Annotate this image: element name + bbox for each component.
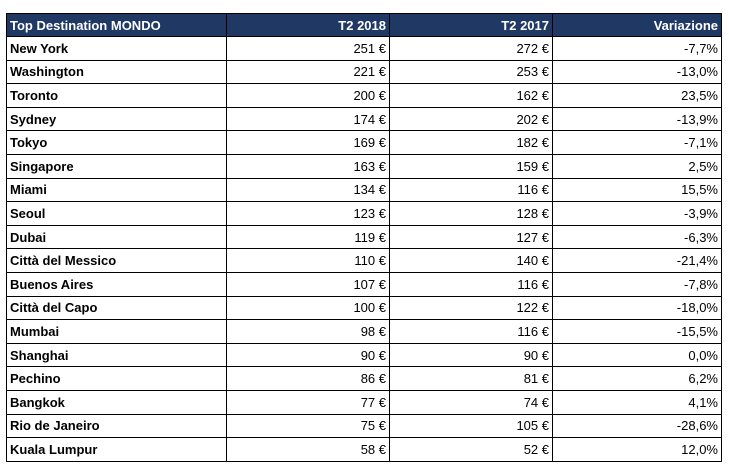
cell-q2-2018: 86 € — [226, 366, 390, 391]
cell-variation: 15,5% — [552, 177, 722, 203]
cell-variation: 23,5% — [552, 83, 722, 108]
table-row: Singapore 163 €159 €2,5% — [6, 153, 722, 179]
cell-q2-2017: 253 € — [389, 59, 553, 85]
cell-variation: -3,9% — [552, 201, 722, 226]
cell-q2-2017: 202 € — [389, 106, 553, 132]
cell-variation: 12,0% — [552, 437, 722, 462]
header-variation: Variazione — [552, 13, 722, 37]
cell-q2-2018: 110 € — [226, 248, 390, 273]
cell-variation: 0,0% — [552, 342, 722, 368]
cell-city: Pechino — [6, 366, 227, 391]
table-row: Toronto 200 €162 €23,5% — [6, 83, 722, 108]
top-destinations-table: Top Destination MONDO T2 2018 T2 2017 Va… — [6, 13, 722, 462]
cell-q2-2017: 116 € — [389, 319, 553, 344]
cell-variation: -6,3% — [552, 224, 722, 250]
cell-city: Buenos Aires — [6, 271, 227, 297]
table-row: Shanghai 90 €90 €0,0% — [6, 342, 722, 368]
cell-variation: -15,5% — [552, 319, 722, 344]
cell-variation: 4,1% — [552, 389, 722, 415]
table-row: Dubai 119 €127 € -6,3% — [6, 224, 722, 250]
table-row: Rio de Janeiro 75 €105 € -28,6% — [6, 413, 722, 439]
table-row: Mumbai 98 €116 € -15,5% — [6, 319, 722, 344]
cell-q2-2018: 107 € — [226, 271, 390, 297]
cell-city: Kuala Lumpur — [6, 437, 227, 462]
cell-q2-2018: 134 € — [226, 177, 390, 203]
cell-variation: -21,4% — [552, 248, 722, 273]
cell-q2-2017: 116 € — [389, 177, 553, 203]
table-row: Pechino 86 €81 €6,2% — [6, 366, 722, 391]
cell-city: Miami — [6, 177, 227, 203]
cell-q2-2018: 58 € — [226, 437, 390, 462]
cell-q2-2018: 77 € — [226, 389, 390, 415]
cell-q2-2017: 90 € — [389, 342, 553, 368]
cell-q2-2017: 159 € — [389, 153, 553, 179]
destinations-table-container: Top Destination MONDO T2 2018 T2 2017 Va… — [6, 13, 722, 462]
cell-q2-2018: 163 € — [226, 153, 390, 179]
table-row: New York 251 €272 € -7,7% — [6, 36, 722, 61]
table-row: Kuala Lumpur 58 €52 €12,0% — [6, 437, 722, 462]
table-row: Sydney 174 €202 € -13,9% — [6, 106, 722, 132]
cell-variation: -7,1% — [552, 130, 722, 155]
table-row: Bangkok 77 €74 €4,1% — [6, 389, 722, 415]
cell-q2-2018: 221 € — [226, 59, 390, 85]
cell-city: Sydney — [6, 106, 227, 132]
cell-q2-2018: 251 € — [226, 36, 390, 61]
cell-q2-2017: 182 € — [389, 130, 553, 155]
cell-city: Rio de Janeiro — [6, 413, 227, 439]
cell-city: Mumbai — [6, 319, 227, 344]
cell-city: Shanghai — [6, 342, 227, 368]
cell-q2-2018: 100 € — [226, 295, 390, 321]
cell-variation: -13,9% — [552, 106, 722, 132]
table-row: Città del Capo 100 €122 € -18,0% — [6, 295, 722, 321]
cell-q2-2018: 169 € — [226, 130, 390, 155]
table-row: Seoul 123 €128 € -3,9% — [6, 201, 722, 226]
cell-q2-2018: 98 € — [226, 319, 390, 344]
cell-city: Città del Messico — [6, 248, 227, 273]
cell-q2-2018: 200 € — [226, 83, 390, 108]
cell-q2-2017: 52 € — [389, 437, 553, 462]
cell-city: New York — [6, 36, 227, 61]
cell-q2-2017: 81 € — [389, 366, 553, 391]
cell-variation: 6,2% — [552, 366, 722, 391]
cell-city: Singapore — [6, 153, 227, 179]
table-row: Tokyo 169 €182 € -7,1% — [6, 130, 722, 155]
table-row: Washington 221 €253 € -13,0% — [6, 59, 722, 85]
table-header-row: Top Destination MONDO T2 2018 T2 2017 Va… — [6, 13, 722, 37]
cell-variation: -28,6% — [552, 413, 722, 439]
cell-variation: 2,5% — [552, 153, 722, 179]
cell-variation: -7,8% — [552, 271, 722, 297]
cell-q2-2017: 127 € — [389, 224, 553, 250]
table-row: Miami 134 €116 €15,5% — [6, 177, 722, 203]
cell-city: Dubai — [6, 224, 227, 250]
cell-variation: -13,0% — [552, 59, 722, 85]
cell-city: Città del Capo — [6, 295, 227, 321]
cell-q2-2018: 90 € — [226, 342, 390, 368]
cell-city: Washington — [6, 59, 227, 85]
cell-city: Bangkok — [6, 389, 227, 415]
cell-q2-2017: 128 € — [389, 201, 553, 226]
cell-q2-2017: 162 € — [389, 83, 553, 108]
header-q2-2017: T2 2017 — [389, 13, 553, 37]
cell-q2-2017: 140 € — [389, 248, 553, 273]
cell-q2-2017: 105 € — [389, 413, 553, 439]
cell-city: Tokyo — [6, 130, 227, 155]
cell-city: Seoul — [6, 201, 227, 226]
table-row: Città del Messico 110 €140 € -21,4% — [6, 248, 722, 273]
cell-q2-2017: 116 € — [389, 271, 553, 297]
cell-q2-2018: 75 € — [226, 413, 390, 439]
header-q2-2018: T2 2018 — [226, 13, 390, 37]
cell-q2-2018: 123 € — [226, 201, 390, 226]
cell-q2-2018: 119 € — [226, 224, 390, 250]
header-destination: Top Destination MONDO — [6, 13, 227, 37]
cell-variation: -18,0% — [552, 295, 722, 321]
cell-variation: -7,7% — [552, 36, 722, 61]
cell-q2-2017: 122 € — [389, 295, 553, 321]
table-body: New York 251 €272 € -7,7% Washington 221 €25… — [6, 36, 722, 462]
table-row: Buenos Aires 107 €116 € -7,8% — [6, 271, 722, 297]
cell-q2-2018: 174 € — [226, 106, 390, 132]
cell-city: Toronto — [6, 83, 227, 108]
cell-q2-2017: 272 € — [389, 36, 553, 61]
cell-q2-2017: 74 € — [389, 389, 553, 415]
